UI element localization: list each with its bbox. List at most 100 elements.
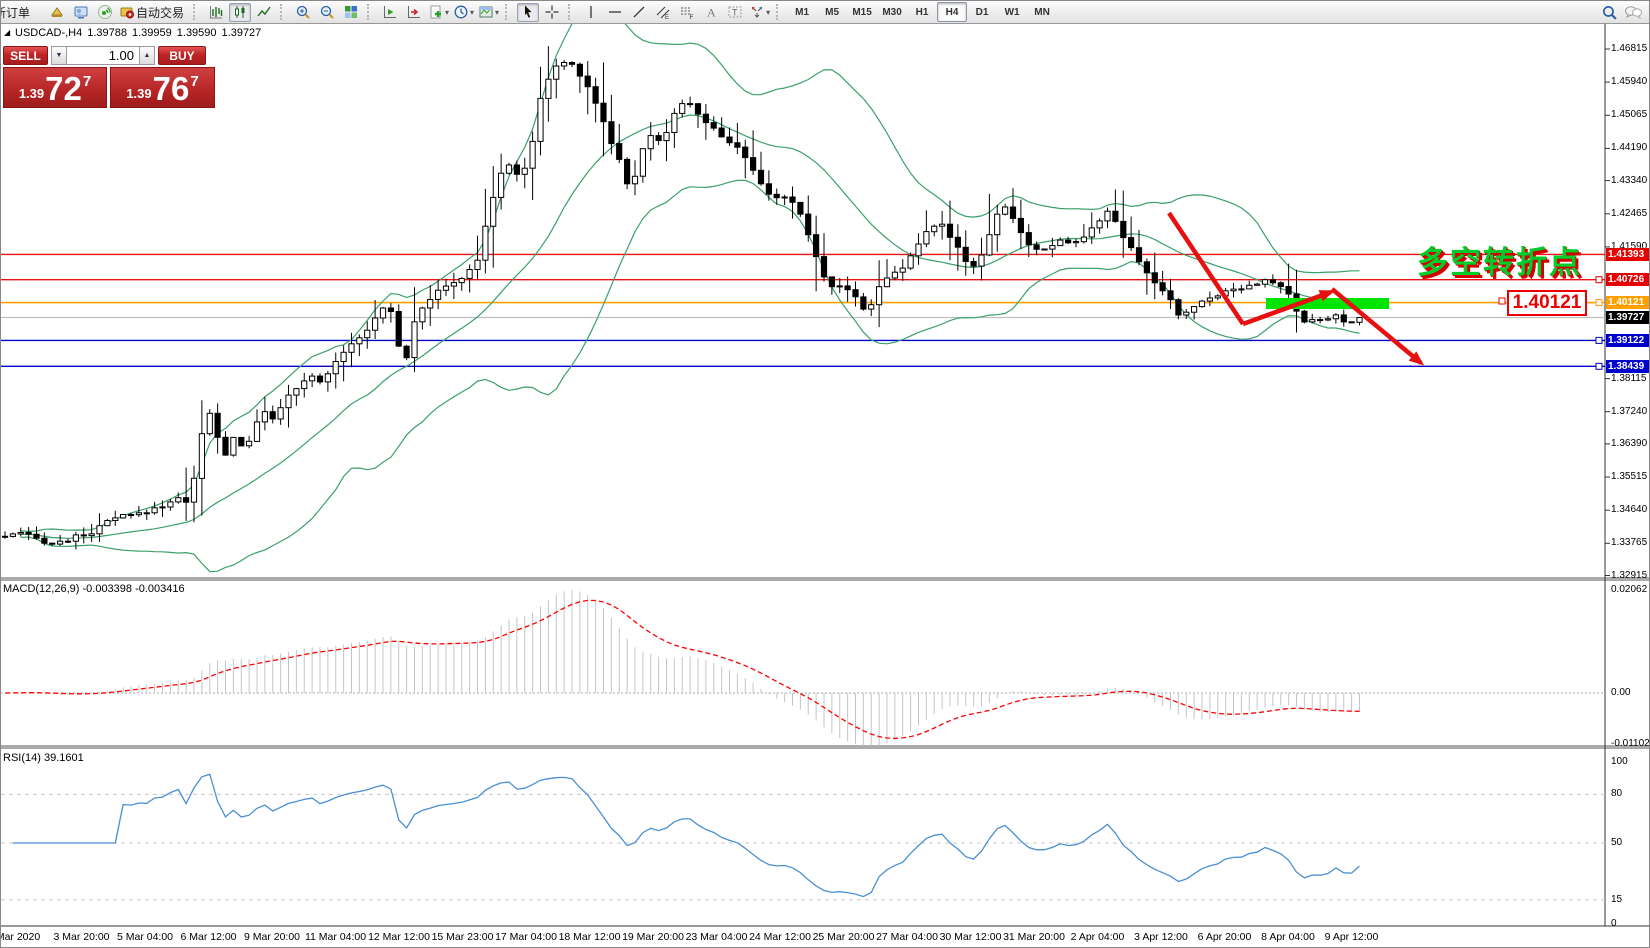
price-tag-1.40726: 1.40726 <box>1606 273 1649 287</box>
ohlc-open: 1.39788 <box>87 27 127 39</box>
time-label: Mar 2020 <box>0 931 41 943</box>
volume-decrease-button[interactable]: ▼ <box>51 46 67 65</box>
time-label: 2 Apr 04:00 <box>1070 931 1125 943</box>
timeframe-M15[interactable]: M15 <box>852 6 872 18</box>
equidistant-channel-button[interactable]: E <box>652 3 674 22</box>
time-label: 17 Mar 04:00 <box>495 931 557 943</box>
text-button[interactable]: A <box>700 3 722 22</box>
timeframe-M1[interactable]: M1 <box>795 6 810 18</box>
pivot-annotation-text[interactable]: 多空转折点 <box>1417 245 1582 280</box>
buy-button[interactable]: BUY <box>158 46 206 65</box>
signal-icon[interactable] <box>94 3 116 22</box>
zoom-in-button[interactable] <box>292 3 314 22</box>
svg-text:E: E <box>665 15 669 20</box>
separator <box>193 4 201 20</box>
toolbar-right <box>1597 3 1645 22</box>
support-zone-rect <box>1266 298 1389 309</box>
line-chart-button[interactable] <box>253 3 275 22</box>
pane-separators <box>1 23 1649 927</box>
templates-button[interactable]: ▾ <box>477 3 500 22</box>
time-label: 5 Mar 04:00 <box>116 931 174 943</box>
time-label: 18 Mar 12:00 <box>558 931 621 943</box>
bollinger-middle <box>20 114 1360 539</box>
separator <box>280 4 288 20</box>
auto-trading-label: 自动交易 <box>136 5 185 20</box>
buy-price-box[interactable]: 1.39 76 7 <box>110 67 215 108</box>
separator <box>568 4 576 20</box>
timeframe-MN[interactable]: MN <box>1034 6 1050 18</box>
candlestick-chart-button[interactable] <box>229 2 252 22</box>
separator <box>505 4 513 20</box>
time-label: 31 Mar 20:00 <box>1003 931 1065 943</box>
volume-increase-button[interactable]: ▲ <box>139 46 155 65</box>
rsi-line <box>12 773 1360 898</box>
crosshair-button[interactable] <box>541 3 563 22</box>
market-watch-icon[interactable] <box>46 3 68 22</box>
tile-windows-button[interactable] <box>340 3 362 22</box>
arrows-button[interactable]: ▾ <box>748 3 771 22</box>
chevron-down-icon: ▾ <box>445 7 450 17</box>
timeframe-H4[interactable]: H4 <box>937 2 968 22</box>
timeframe-M30[interactable]: M30 <box>882 6 902 18</box>
bollinger-lower <box>20 179 1360 573</box>
sell-price-box[interactable]: 1.39 72 7 <box>3 67 107 108</box>
price-callout-box[interactable]: 1.40121 <box>1507 290 1587 316</box>
separator <box>367 4 375 20</box>
auto-trading-button[interactable]: 自动交易 <box>118 3 188 22</box>
periods-button[interactable]: ▾ <box>452 3 475 22</box>
timeframe-H1[interactable]: H1 <box>915 6 929 18</box>
timeframe-D1[interactable]: D1 <box>975 6 989 18</box>
time-label: 6 Apr 20:00 <box>1197 931 1252 943</box>
timeframe-group: M1 M5 M15 M30 H1 H4 D1 W1 MN <box>787 2 1057 22</box>
price-tick-label: 1.41590 <box>1611 240 1648 252</box>
chat-icon[interactable] <box>1622 3 1644 22</box>
timeframe-M5[interactable]: M5 <box>825 6 840 18</box>
volume-input[interactable]: 1.00 <box>67 46 139 65</box>
auto-scroll-button[interactable] <box>379 3 401 22</box>
new-order-button[interactable]: 新订单 <box>1 3 44 22</box>
price-axis-ticks <box>1605 48 1610 576</box>
time-label: 12 Mar 12:00 <box>368 931 430 943</box>
sell-button[interactable]: SELL <box>3 46 48 65</box>
time-label: 15 Mar 23:00 <box>431 931 494 943</box>
text-label-button[interactable]: T <box>724 3 746 22</box>
price-tick-label: 1.34640 <box>1611 504 1648 516</box>
ohlc-close: 1.39727 <box>221 27 262 39</box>
chart-shift-button[interactable] <box>403 3 425 22</box>
macd-label: MACD(12,26,9) -0.003398 -0.003416 <box>3 583 185 595</box>
chevron-down-icon: ▾ <box>495 7 500 17</box>
price-tag-1.38439: 1.38439 <box>1606 359 1649 373</box>
vertical-line-button[interactable] <box>580 3 602 22</box>
search-icon[interactable] <box>1598 3 1620 22</box>
time-label: 19 Mar 20:00 <box>622 931 684 943</box>
callout-anchor-square <box>1498 297 1506 305</box>
bar-chart-button[interactable] <box>205 3 227 22</box>
svg-text:F: F <box>690 14 694 20</box>
horizontal-line-button[interactable] <box>604 3 626 22</box>
zoom-out-button[interactable] <box>316 3 338 22</box>
indicators-button[interactable]: ▾ <box>427 3 450 22</box>
time-label: 11 Mar 04:00 <box>304 931 367 943</box>
bollinger-upper <box>20 24 1360 533</box>
svg-text:A: A <box>707 6 716 20</box>
macd-axis-max: 0.02062 <box>1611 584 1648 595</box>
price-tick-label: 1.45065 <box>1611 109 1648 121</box>
cursor-button[interactable] <box>517 2 540 22</box>
trendline-button[interactable] <box>628 3 650 22</box>
price-tick-label: 1.43340 <box>1611 174 1648 186</box>
buy-price-big: 76 <box>152 70 190 107</box>
buy-price-sup: 7 <box>190 73 199 90</box>
line-anchor-square <box>1595 276 1603 284</box>
rsi-axis-15: 15 <box>1611 893 1623 905</box>
sell-price-big: 72 <box>45 70 82 107</box>
rsi-axis-50: 50 <box>1611 837 1623 848</box>
rsi-axis-0: 0 <box>1611 918 1617 929</box>
one-click-trading-panel: SELL ▼ 1.00 ▲ BUY 1.39 72 7 1.39 76 7 <box>3 46 215 108</box>
timeframe-W1[interactable]: W1 <box>1004 6 1020 18</box>
chevron-down-icon: ▾ <box>766 7 771 17</box>
price-tick-label: 1.33765 <box>1611 537 1648 549</box>
terminal-icon[interactable] <box>70 3 92 22</box>
fibonacci-button[interactable]: F <box>676 3 698 22</box>
time-label: 23 Mar 04:00 <box>685 931 748 943</box>
